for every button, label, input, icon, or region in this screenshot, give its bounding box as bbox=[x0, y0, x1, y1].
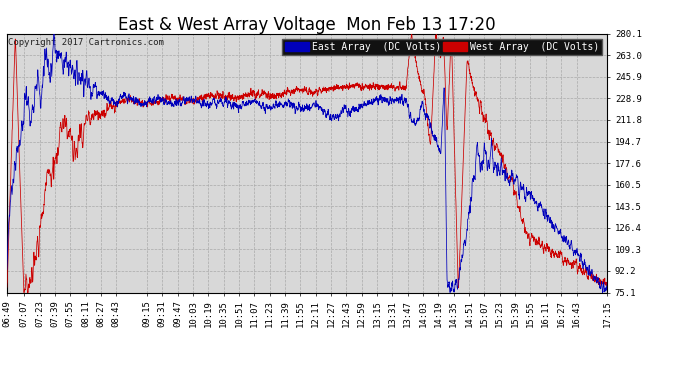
Text: Copyright 2017 Cartronics.com: Copyright 2017 Cartronics.com bbox=[8, 38, 164, 46]
Legend: East Array  (DC Volts), West Array  (DC Volts): East Array (DC Volts), West Array (DC Vo… bbox=[282, 39, 602, 55]
Title: East & West Array Voltage  Mon Feb 13 17:20: East & West Array Voltage Mon Feb 13 17:… bbox=[118, 16, 496, 34]
